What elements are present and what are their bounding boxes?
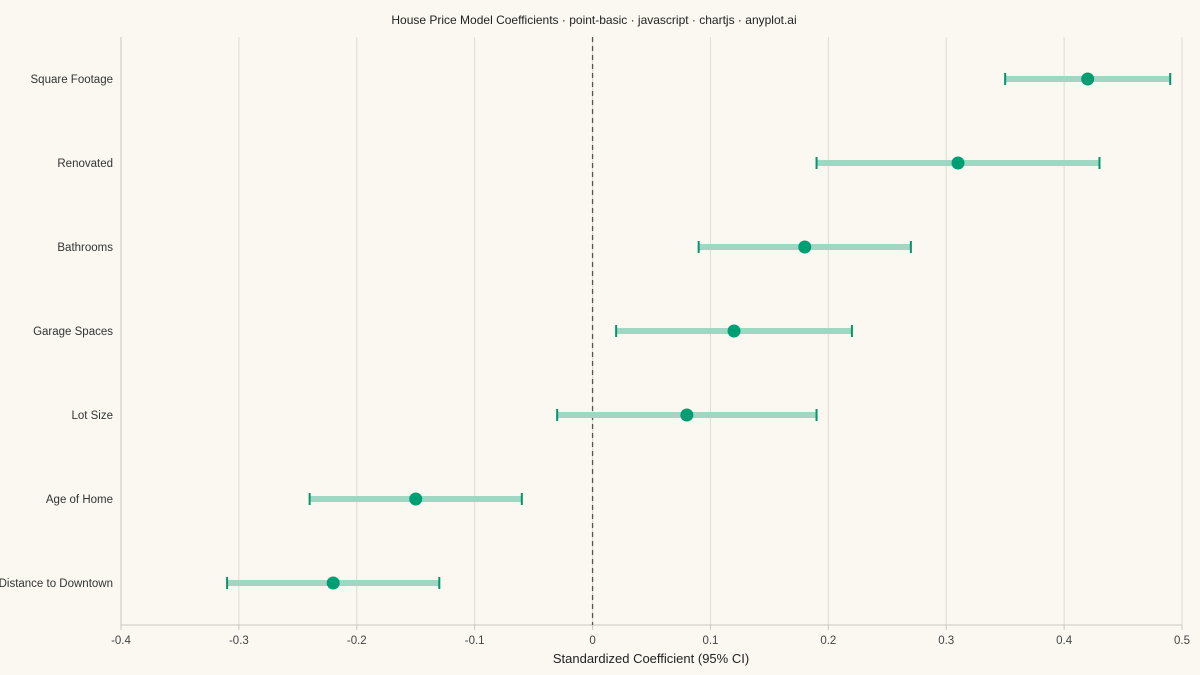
- y-category-label: Square Footage: [31, 74, 113, 86]
- estimate-point: [1081, 72, 1095, 86]
- estimate-point: [727, 324, 741, 338]
- x-tick-label: -0.2: [347, 635, 367, 647]
- x-tick-label: -0.3: [229, 635, 249, 647]
- estimate-point: [409, 492, 423, 506]
- chart-title: House Price Model Coefficients · point-b…: [391, 13, 796, 27]
- x-tick-label: 0.1: [702, 635, 718, 647]
- estimate-point: [951, 156, 965, 170]
- x-tick-label: -0.1: [465, 635, 485, 647]
- estimate-point: [680, 408, 694, 422]
- x-tick-label: 0.3: [938, 635, 954, 647]
- axes: -0.4 -0.3 -0.2 -0.1 0 0.1 0.2 0.3 0.4 0.5 Square F…: [0, 37, 1190, 647]
- estimate-point: [798, 240, 812, 254]
- y-category-label: Distance to Downtown: [0, 578, 113, 590]
- y-category-label: Lot Size: [71, 410, 113, 422]
- estimate-point: [326, 576, 340, 590]
- x-tick-label: 0.5: [1174, 635, 1190, 647]
- x-tick-label: -0.4: [111, 635, 131, 647]
- x-tick-label: 0.2: [820, 635, 836, 647]
- y-category-label: Renovated: [57, 158, 113, 170]
- data-marks: [226, 37, 1172, 625]
- x-tick-label: 0: [589, 635, 595, 647]
- x-tick-label: 0.4: [1056, 635, 1073, 647]
- y-category-label: Age of Home: [46, 494, 113, 506]
- y-category-label: Bathrooms: [57, 242, 113, 254]
- x-axis-title: Standardized Coefficient (95% CI): [553, 651, 749, 666]
- y-category-label: Garage Spaces: [33, 326, 113, 338]
